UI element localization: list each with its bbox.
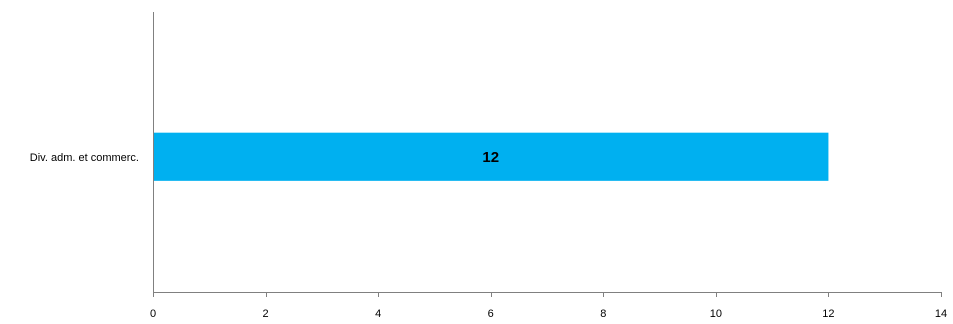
x-tick-label-5: 10 bbox=[710, 308, 722, 320]
x-tick-label-0: 0 bbox=[150, 308, 156, 320]
x-tick-label-4: 8 bbox=[600, 308, 606, 320]
x-tick-label-2: 4 bbox=[375, 308, 381, 320]
x-tick-label-3: 6 bbox=[488, 308, 494, 320]
axes-layer bbox=[153, 12, 942, 297]
x-tick-label-7: 14 bbox=[935, 308, 947, 320]
bar-0 bbox=[153, 132, 829, 181]
category-label-0: Div. adm. et commerc. bbox=[30, 152, 139, 164]
data-label-0: 12 bbox=[482, 149, 499, 166]
labels-layer: 12 Div. adm. et commerc. 0 2 4 6 8 10 12 14 bbox=[30, 149, 947, 320]
x-tick-label-6: 12 bbox=[822, 308, 834, 320]
bars-layer bbox=[153, 132, 829, 181]
x-tick-label-1: 2 bbox=[263, 308, 269, 320]
